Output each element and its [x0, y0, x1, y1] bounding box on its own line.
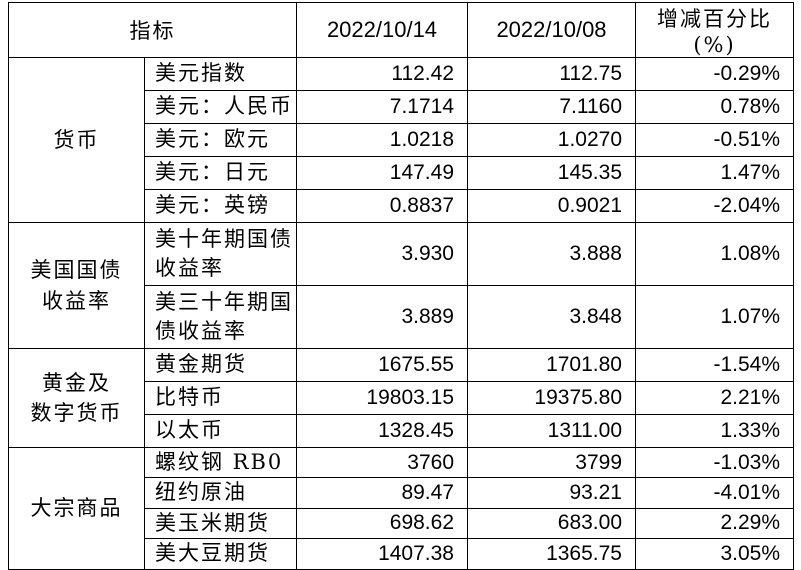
row-label: 纽约原油 [144, 477, 297, 509]
row-label: 美三十年期国 债收益率 [144, 285, 297, 349]
table-row: 美元：欧元 1.0218 1.0270 -0.51% [9, 123, 794, 157]
table-row: 黄金及 数字货币 黄金期货 1675.55 1701.80 -1.54% [8, 348, 794, 448]
value-change: 0.78% [635, 90, 794, 124]
row-label: 比特币 [144, 381, 297, 415]
value-previous: 145.35 [467, 156, 636, 190]
value-previous: 93.21 [467, 477, 636, 509]
table-row: 美元：日元 147.49 145.35 1.47% [9, 156, 794, 190]
table-header-row: 指标 2022/10/14 2022/10/08 增减百分比(%) [8, 2, 794, 58]
table-row: 大宗商品 螺纹钢 RB0 3760 3799 -1.03% [8, 446, 794, 570]
value-previous: 3.888 [467, 222, 636, 286]
value-previous: 1.0270 [467, 123, 636, 157]
table-row: 美元：人民币 7.1714 7.1160 0.78% [9, 90, 794, 124]
value-current: 112.42 [296, 57, 468, 91]
row-label: 美元：人民币 [144, 90, 297, 124]
table-row: 货币 美元指数 112.42 112.75 -0.29% [8, 57, 794, 223]
value-current: 1328.45 [296, 414, 468, 448]
category-currency: 货币 [8, 57, 145, 223]
row-label: 黄金期货 [144, 348, 297, 382]
value-current: 3.889 [296, 285, 468, 349]
value-current: 7.1714 [296, 90, 468, 124]
value-current: 3.930 [296, 222, 468, 286]
value-previous: 3799 [467, 446, 636, 479]
table-row: 美国国债 收益率 美十年期国债 收益率 3.930 3.888 1.08% [8, 222, 794, 349]
financial-indicators-table: 指标 2022/10/14 2022/10/08 增减百分比(%) 货币 美元指… [8, 2, 794, 570]
value-previous: 1701.80 [467, 348, 636, 382]
row-label: 美玉米期货 [144, 507, 297, 540]
row-label: 美元：日元 [144, 156, 297, 190]
category-commodities: 大宗商品 [8, 447, 145, 570]
value-change: -4.01% [635, 477, 794, 509]
value-change: 2.21% [635, 381, 794, 415]
value-previous: 3.848 [467, 285, 636, 349]
value-change: -0.29% [635, 57, 794, 91]
value-current: 147.49 [296, 156, 468, 190]
value-previous: 1311.00 [467, 414, 636, 448]
header-date-previous: 2022/10/08 [467, 2, 636, 58]
table-row: 以太币 1328.45 1311.00 1.33% [9, 414, 794, 448]
value-current: 19803.15 [296, 381, 468, 415]
header-change-percent: 增减百分比(%) [635, 2, 794, 58]
value-current: 3760 [296, 446, 468, 479]
table-row: 美元：英镑 0.8837 0.9021 -2.04% [9, 189, 794, 223]
value-previous: 112.75 [467, 57, 636, 91]
value-current: 1.0218 [296, 123, 468, 157]
header-date-current: 2022/10/14 [296, 2, 468, 58]
category-gold-digital: 黄金及 数字货币 [8, 348, 145, 448]
table-row: 纽约原油 89.47 93.21 -4.01% [9, 477, 794, 509]
value-previous: 683.00 [467, 507, 636, 540]
value-change: 2.29% [635, 507, 794, 540]
row-label: 美十年期国债 收益率 [144, 222, 297, 286]
table-row: 比特币 19803.15 19375.80 2.21% [9, 381, 794, 415]
row-label: 美元：英镑 [144, 189, 297, 223]
value-change: -1.54% [635, 348, 794, 382]
value-change: 1.33% [635, 414, 794, 448]
value-previous: 7.1160 [467, 90, 636, 124]
value-current: 1675.55 [296, 348, 468, 382]
value-change: 1.07% [635, 285, 794, 349]
value-current: 0.8837 [296, 189, 468, 223]
value-change: -2.04% [635, 189, 794, 223]
header-indicator: 指标 [8, 2, 297, 58]
table-row: 美三十年期国 债收益率 3.889 3.848 1.07% [9, 285, 794, 349]
row-label: 美元指数 [144, 57, 297, 91]
value-change: -1.03% [635, 446, 794, 479]
value-current: 698.62 [296, 507, 468, 540]
value-change: -0.51% [635, 123, 794, 157]
row-label: 美元：欧元 [144, 123, 297, 157]
value-change: 1.08% [635, 222, 794, 286]
value-previous: 0.9021 [467, 189, 636, 223]
value-previous: 19375.80 [467, 381, 636, 415]
category-treasury-yields: 美国国债 收益率 [8, 222, 145, 349]
value-change: 1.47% [635, 156, 794, 190]
row-label: 以太币 [144, 414, 297, 448]
row-label: 螺纹钢 RB0 [144, 446, 297, 479]
table-row: 美玉米期货 698.62 683.00 2.29% [9, 507, 794, 540]
value-current: 89.47 [296, 477, 468, 509]
